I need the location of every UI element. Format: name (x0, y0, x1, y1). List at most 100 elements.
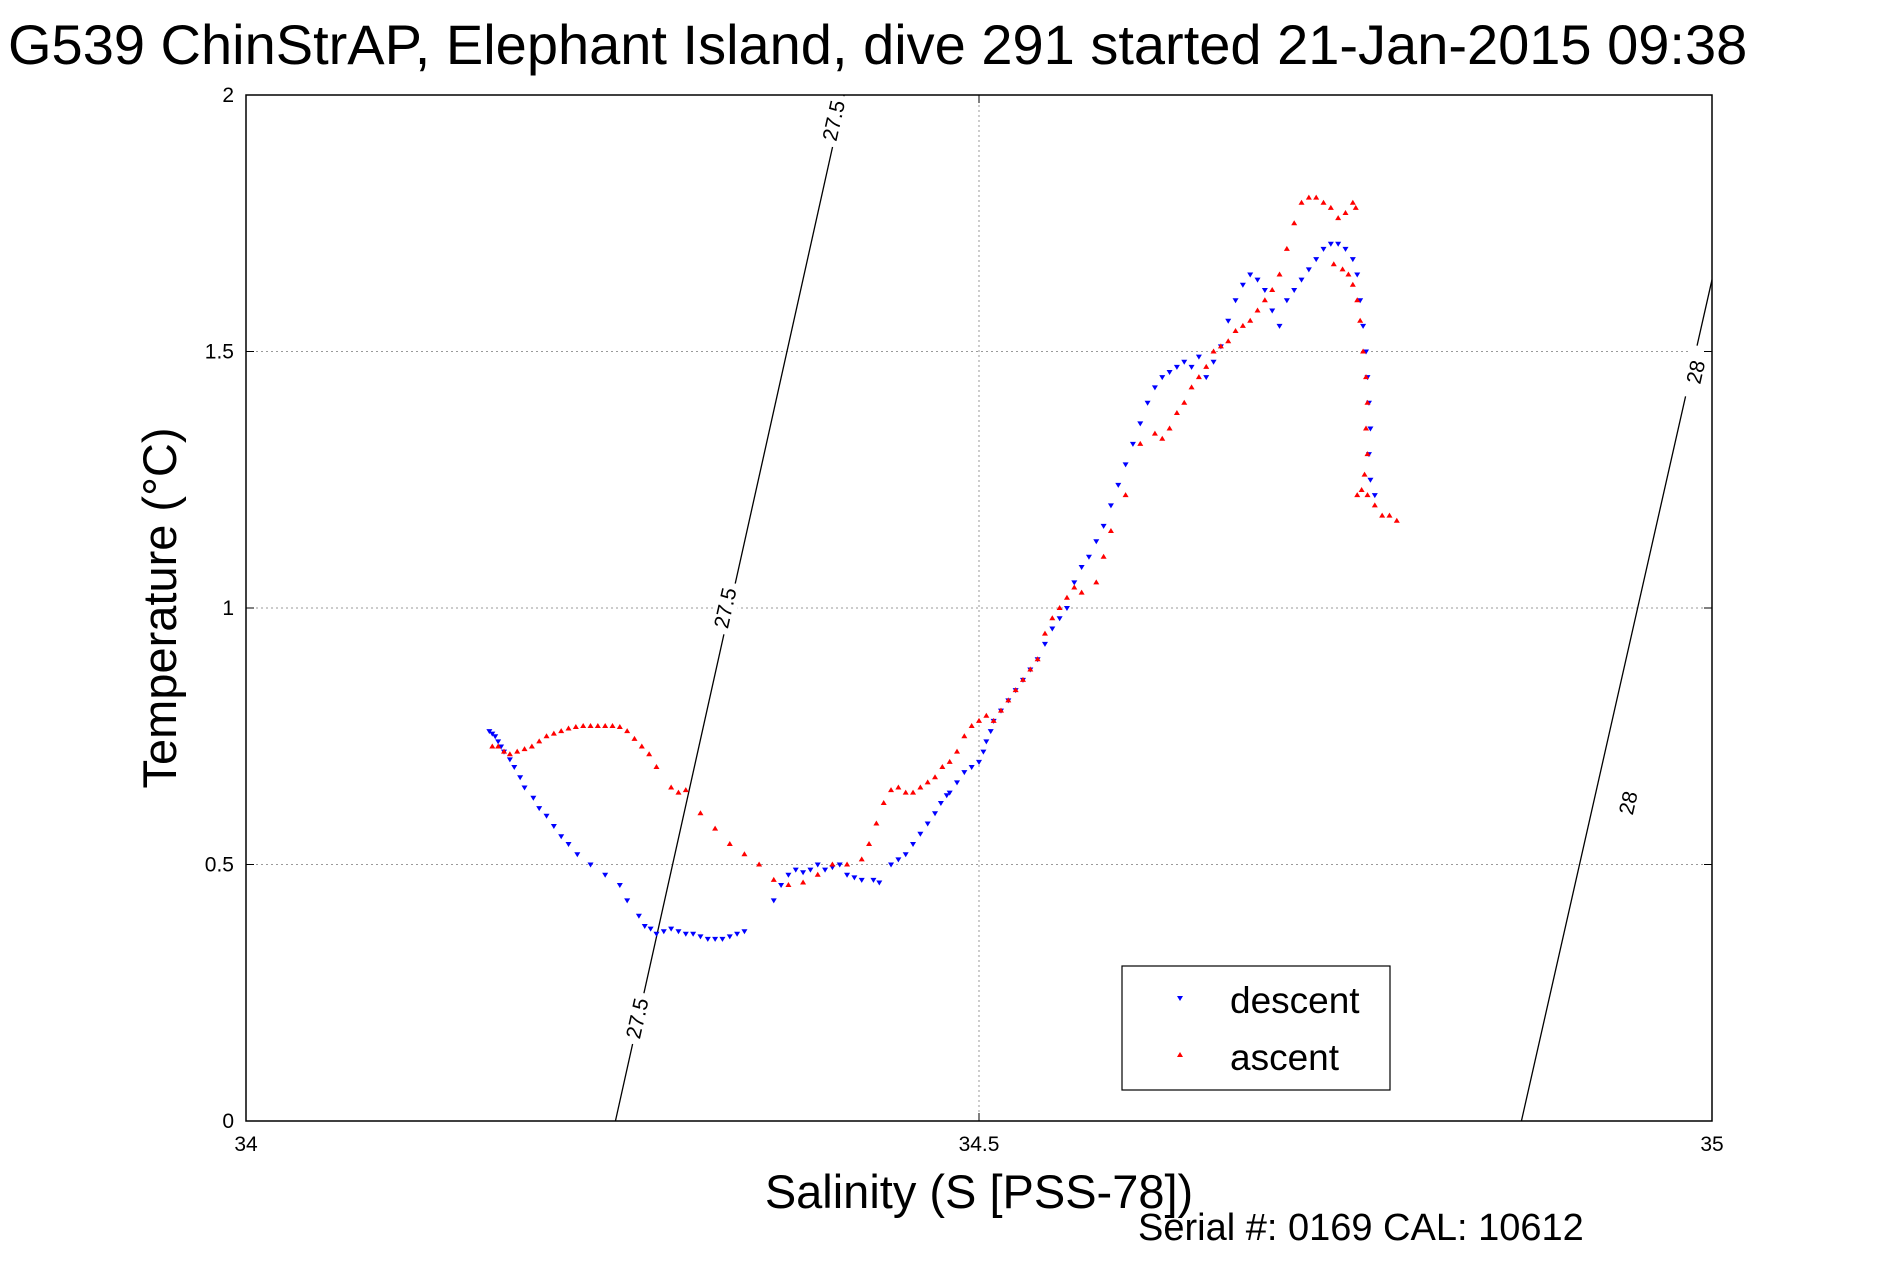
descent-point (1107, 503, 1114, 509)
descent-point (980, 749, 987, 755)
y-tick-label: 0 (222, 1110, 234, 1133)
ascent-point (770, 876, 777, 882)
descent-point (1276, 323, 1283, 329)
descent-point (719, 936, 726, 942)
ascent-point (946, 758, 953, 764)
ascent-point (1386, 512, 1393, 518)
ascent-point (1363, 374, 1370, 380)
ascent-point (1195, 374, 1202, 380)
ascent-point (1298, 199, 1305, 205)
descent-point (1144, 400, 1151, 406)
descent-point (1283, 298, 1290, 304)
descent-point (1166, 370, 1173, 376)
descent-point (800, 870, 807, 876)
ascent-point (1393, 517, 1400, 523)
ascent-point (594, 722, 601, 728)
descent-point (602, 872, 609, 878)
descent-point (1078, 564, 1085, 570)
descent-point (917, 831, 924, 837)
descent-point (1298, 277, 1305, 283)
descent-point (489, 731, 496, 737)
ascent-point (495, 743, 502, 749)
descent-point (550, 824, 557, 830)
descent-point (902, 852, 909, 858)
ascent-point (756, 861, 763, 867)
ascent-point (1364, 451, 1371, 457)
descent-point (943, 793, 950, 799)
descent-point (574, 852, 581, 858)
descent-point (1363, 349, 1370, 355)
descent-point (876, 880, 883, 886)
descent-point (624, 898, 631, 904)
ascent-point (1358, 487, 1365, 493)
ascent-point (653, 764, 660, 770)
ascent-point (1210, 348, 1217, 354)
ascent-point (682, 787, 689, 793)
descent-point (987, 729, 994, 735)
descent-point (712, 936, 719, 942)
ascent-point (968, 722, 975, 728)
descent-point (660, 929, 667, 935)
ascent-point (514, 748, 521, 754)
ascent-point (1049, 615, 1056, 621)
ascent-point (895, 784, 902, 790)
ascent-point (1261, 297, 1268, 303)
descent-point (807, 867, 814, 873)
descent-point (1188, 364, 1195, 370)
isopycnal-label-gap (816, 92, 852, 149)
ascent-point (939, 764, 946, 770)
ascent-point (1063, 594, 1070, 600)
descent-point (870, 877, 877, 883)
descent-point (704, 936, 711, 942)
descent-point (1159, 375, 1166, 381)
descent-point (1151, 385, 1158, 391)
descent-point (734, 931, 741, 937)
descent-point (1129, 441, 1136, 447)
descent-point (1093, 539, 1100, 545)
descent-point (1085, 554, 1092, 560)
ascent-point (712, 825, 719, 831)
ascent-point (1269, 286, 1276, 292)
ascent-point (506, 751, 513, 757)
ascent-point (624, 728, 631, 734)
descent-point (1239, 282, 1246, 288)
ascent-point (785, 882, 792, 888)
ascent-point (1173, 410, 1180, 416)
ascent-point (550, 730, 557, 736)
ascent-point (501, 748, 508, 754)
ascent-point (1330, 261, 1337, 267)
ascent-point (997, 707, 1004, 713)
descent-point (858, 877, 865, 883)
descent-point (851, 875, 858, 881)
ascent-point (1012, 687, 1019, 693)
descent-point (1232, 298, 1239, 304)
ascent-point (814, 871, 821, 877)
descent-point (946, 790, 953, 796)
y-tick-label: 0.5 (205, 854, 234, 877)
descent-point (616, 883, 623, 889)
descent-point (690, 931, 697, 937)
ascent-point (1320, 199, 1327, 205)
descent-point (1181, 359, 1188, 365)
descent-point (492, 734, 499, 740)
descent-point (682, 931, 689, 937)
ascent-point (1354, 297, 1361, 303)
ascent-point (1078, 589, 1085, 595)
descent-point (641, 924, 648, 930)
ascent-point (990, 717, 997, 723)
ascent-point (1151, 430, 1158, 436)
descent-point (1173, 364, 1180, 370)
descent-point (932, 811, 939, 817)
descent-point (558, 834, 565, 840)
ascent-point (602, 722, 609, 728)
ascent-point (697, 810, 704, 816)
descent-point (1367, 426, 1374, 432)
ascent-point (1019, 676, 1026, 682)
ascent-point (1364, 492, 1371, 498)
x-tick-label: 35 (1700, 1133, 1723, 1156)
ascent-point (961, 733, 968, 739)
ascent-point (1181, 399, 1188, 405)
descent-point (1360, 323, 1367, 329)
descent-point (511, 765, 518, 771)
